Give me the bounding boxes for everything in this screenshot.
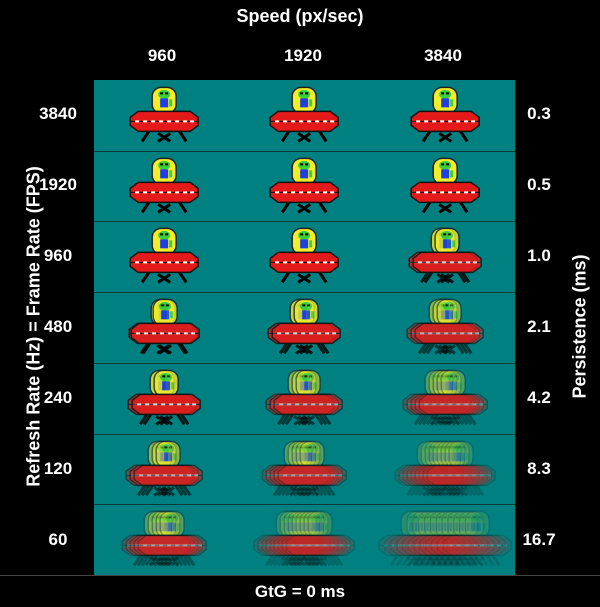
ufo-cell-120hz-3840pxs bbox=[393, 439, 497, 497]
row-divider bbox=[94, 434, 515, 435]
ufo-cell-120hz-1920pxs bbox=[260, 439, 348, 497]
ufo-cell-1920hz-3840pxs bbox=[409, 156, 481, 214]
ufo-cell-960hz-960pxs bbox=[128, 227, 200, 285]
persistence-axis-title: Persistence (ms) bbox=[569, 254, 590, 399]
ufo-cell-480hz-3840pxs bbox=[405, 297, 485, 355]
row-divider bbox=[94, 504, 515, 505]
ufo-cell-1920hz-1920pxs bbox=[268, 156, 340, 214]
ufo-cell-60hz-1920pxs bbox=[252, 510, 356, 568]
ufo-cell-3840hz-1920pxs bbox=[268, 85, 340, 143]
ufo-cell-960hz-1920pxs bbox=[268, 227, 340, 285]
ufo-cell-120hz-960pxs bbox=[124, 439, 204, 497]
speed-axis-title: Speed (px/sec) bbox=[236, 6, 364, 26]
speed-label-3840: 3840 bbox=[424, 46, 462, 65]
gtg-caption: GtG = 0 ms bbox=[254, 582, 346, 601]
ufo-cell-480hz-960pxs bbox=[127, 297, 201, 355]
ufo-cell-240hz-1920pxs bbox=[264, 368, 344, 426]
persistence-label-0.5: 0.5 bbox=[527, 175, 551, 194]
refresh-label-1920: 1920 bbox=[39, 175, 77, 194]
ufo-cell-480hz-1920pxs bbox=[266, 297, 342, 355]
persistence-label-2.1: 2.1 bbox=[527, 317, 551, 336]
ufo-cell-3840hz-3840pxs bbox=[409, 85, 481, 143]
refresh-label-240: 240 bbox=[43, 388, 73, 407]
speed-label-960: 960 bbox=[147, 46, 177, 65]
persistence-label-0.3: 0.3 bbox=[527, 104, 551, 123]
speed-label-1920: 1920 bbox=[284, 46, 322, 65]
ufo-cell-240hz-3840pxs bbox=[401, 368, 489, 426]
ufo-cell-960hz-3840pxs bbox=[407, 227, 483, 285]
ufo-cell-60hz-3840pxs bbox=[377, 510, 513, 568]
refresh-label-3840: 3840 bbox=[39, 104, 77, 123]
row-divider bbox=[94, 221, 515, 222]
refresh-label-480: 480 bbox=[43, 317, 73, 336]
persistence-label-4.2: 4.2 bbox=[527, 388, 551, 407]
row-divider bbox=[94, 363, 515, 364]
refresh-label-120: 120 bbox=[43, 459, 73, 478]
persistence-label-1.0: 1.0 bbox=[527, 246, 551, 265]
bottom-divider bbox=[0, 575, 600, 576]
ufo-motion-grid bbox=[94, 80, 515, 575]
ufo-cell-1920hz-960pxs bbox=[128, 156, 200, 214]
row-divider bbox=[94, 292, 515, 293]
ufo-cell-60hz-960pxs bbox=[120, 510, 208, 568]
refresh-label-60: 60 bbox=[48, 530, 68, 549]
ufo-cell-240hz-960pxs bbox=[126, 368, 202, 426]
persistence-label-16.7: 16.7 bbox=[522, 530, 556, 549]
persistence-label-8.3: 8.3 bbox=[527, 459, 551, 478]
ufo-cell-3840hz-960pxs bbox=[128, 85, 200, 143]
refresh-label-960: 960 bbox=[43, 246, 73, 265]
row-divider bbox=[94, 151, 515, 152]
